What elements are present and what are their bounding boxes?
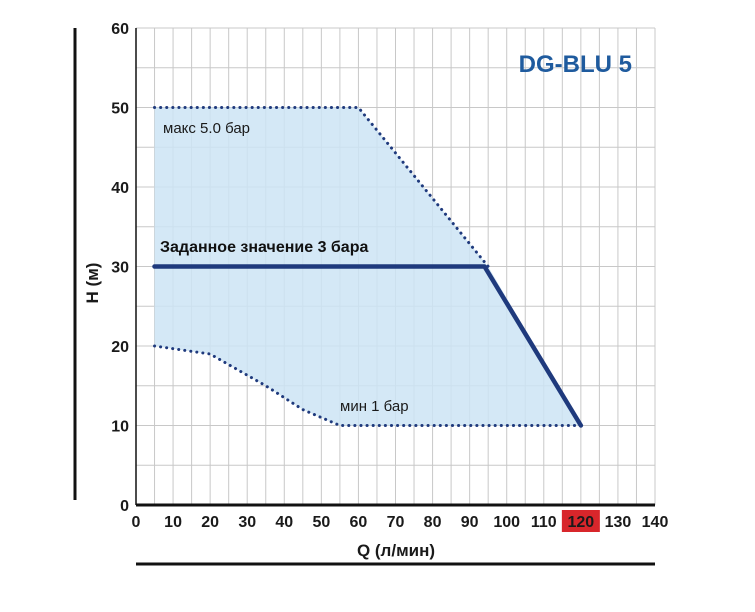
y-tick-label: 50	[111, 101, 129, 118]
y-tick-labels: 0 10 20 30 40 50 60	[111, 21, 129, 515]
y-tick-label: 40	[111, 180, 129, 197]
y-tick-label: 20	[111, 339, 129, 356]
x-tick-label: 120	[568, 514, 595, 531]
series-line-2	[153, 344, 583, 427]
annotation-min: мин 1 бар	[340, 398, 409, 415]
x-tick-label: 140	[642, 514, 669, 531]
x-tick-label: 80	[424, 514, 442, 531]
x-tick-label: 70	[387, 514, 405, 531]
y-tick-label: 0	[120, 498, 129, 515]
series-lines	[152, 106, 584, 428]
chart-title: DG-BLU 5	[519, 51, 632, 78]
y-tick-label: 10	[111, 419, 129, 436]
x-tick-label: 110	[531, 514, 557, 531]
x-tick-label: 90	[461, 514, 479, 531]
axes	[73, 28, 655, 566]
x-tick-label: 0	[132, 514, 141, 531]
x-axis-title: Q (л/мин)	[357, 541, 435, 560]
annotation-max: макс 5.0 бар	[163, 120, 250, 137]
series-line-0	[153, 106, 490, 268]
y-tick-label: 60	[111, 21, 129, 38]
x-tick-highlight	[561, 510, 600, 532]
x-tick-labels: 0 10 20 30 40 50 60 70 80 90 100 110 120 130 140	[132, 510, 669, 532]
y-tick-label: 30	[111, 260, 129, 277]
x-tick-label: 130	[605, 514, 632, 531]
x-tick-label: 20	[201, 514, 219, 531]
x-tick-label: 30	[238, 514, 256, 531]
x-tick-label: 40	[275, 514, 293, 531]
x-tick-label: 10	[164, 514, 182, 531]
x-tick-label: 100	[493, 514, 520, 531]
x-tick-label: 60	[350, 514, 368, 531]
series-line-1	[152, 264, 584, 428]
x-tick-label: 50	[312, 514, 330, 531]
annotation-setpoint: Заданное значение 3 бара	[160, 239, 368, 256]
y-axis-title: H (м)	[83, 263, 102, 304]
